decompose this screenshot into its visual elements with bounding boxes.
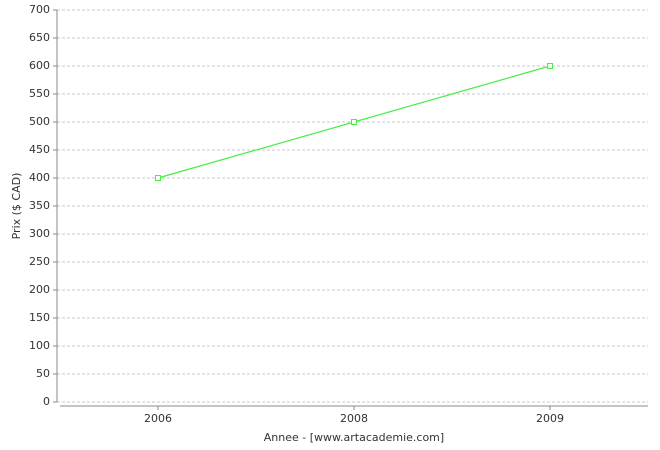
point-marker [351, 119, 357, 125]
y-tick-label: 500 [29, 115, 50, 128]
point-marker [155, 175, 161, 181]
y-tick-label: 450 [29, 143, 50, 156]
y-tick-label: 150 [29, 311, 50, 324]
y-tick-label: 50 [36, 367, 50, 380]
x-tick-label: 2008 [340, 412, 368, 425]
y-tick-label: 400 [29, 171, 50, 184]
y-tick-label: 650 [29, 31, 50, 44]
x-tick-label: 2006 [144, 412, 172, 425]
y-tick-label: 350 [29, 199, 50, 212]
y-tick-label: 600 [29, 59, 50, 72]
point-marker [547, 63, 553, 69]
y-tick-label: 0 [43, 395, 50, 408]
y-tick-label: 200 [29, 283, 50, 296]
y-tick-label: 700 [29, 3, 50, 16]
y-tick-label: 100 [29, 339, 50, 352]
y-tick-label: 550 [29, 87, 50, 100]
x-axis-label: Annee - [www.artacademie.com] [264, 431, 444, 444]
y-tick-label: 300 [29, 227, 50, 240]
x-tick-label: 2009 [536, 412, 564, 425]
y-tick-label: 250 [29, 255, 50, 268]
y-axis-label: Prix ($ CAD) [10, 173, 23, 240]
